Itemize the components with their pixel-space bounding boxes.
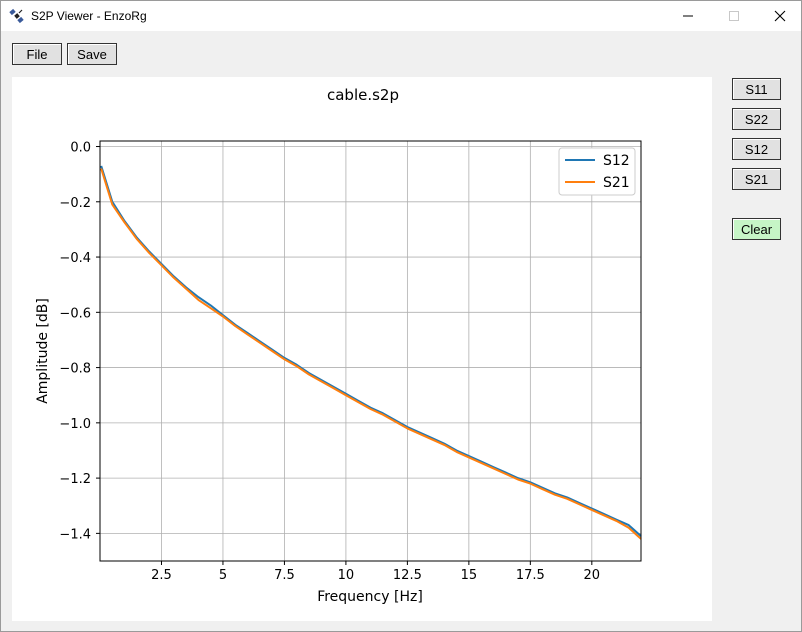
minimize-icon [683, 15, 693, 17]
plot-canvas[interactable]: cable.s2p 2.5 5 7.5 10 12.5 15 17.5 20 0.0 −0.2 −… [12, 77, 712, 621]
legend-label-s12: S12 [603, 153, 630, 169]
s12-button[interactable]: S12 [732, 138, 781, 160]
y-tick-label: −0.8 [59, 362, 91, 377]
x-axis-label: Frequency [Hz] [317, 589, 423, 605]
x-tick-label: 10 [338, 568, 355, 583]
x-ticks: 2.5 5 7.5 10 12.5 15 17.5 20 [151, 561, 600, 583]
s11-button[interactable]: S11 [732, 78, 781, 100]
x-tick-label: 5 [219, 568, 227, 583]
y-tick-label: −1.0 [59, 417, 91, 432]
window-title: S2P Viewer - EnzoRg [31, 9, 147, 23]
chart-title: cable.s2p [327, 86, 399, 104]
x-tick-label: 15 [461, 568, 478, 583]
series-lines [100, 165, 642, 540]
satellite-icon [9, 8, 24, 24]
x-tick-label: 17.5 [516, 568, 545, 583]
file-button[interactable]: File [12, 43, 62, 65]
series-line-s12 [100, 165, 642, 537]
grid-lines [100, 141, 641, 561]
minimize-button[interactable] [665, 1, 711, 31]
y-tick-label: −0.6 [59, 306, 91, 321]
x-tick-label: 20 [584, 568, 601, 583]
maximize-button[interactable] [711, 1, 757, 31]
x-tick-label: 12.5 [393, 568, 422, 583]
title-bar[interactable]: S2P Viewer - EnzoRg [1, 1, 801, 31]
series-line-s21 [100, 168, 642, 540]
close-button[interactable] [757, 1, 801, 31]
x-tick-label: 2.5 [151, 568, 172, 583]
s21-button[interactable]: S21 [732, 168, 781, 190]
y-tick-label: −0.4 [59, 251, 91, 266]
y-axis-label: Amplitude [dB] [35, 298, 51, 404]
save-button[interactable]: Save [67, 43, 117, 65]
y-tick-label: −0.2 [59, 196, 91, 211]
y-tick-label: −1.2 [59, 472, 91, 487]
plot-frame [99, 140, 642, 562]
chart-svg: cable.s2p 2.5 5 7.5 10 12.5 15 17.5 20 0.0 −0.2 −… [35, 86, 642, 605]
s22-button[interactable]: S22 [732, 108, 781, 130]
clear-button[interactable]: Clear [732, 218, 781, 240]
legend: S12 S21 [558, 147, 636, 196]
y-tick-label: −1.4 [59, 527, 91, 542]
y-ticks: 0.0 −0.2 −0.4 −0.6 −0.8 −1.0 −1.2 −1.4 [59, 141, 100, 542]
maximize-icon [729, 11, 739, 21]
close-icon [774, 10, 786, 22]
x-tick-label: 7.5 [274, 568, 295, 583]
legend-label-s21: S21 [603, 175, 630, 191]
y-tick-label: 0.0 [70, 141, 91, 156]
